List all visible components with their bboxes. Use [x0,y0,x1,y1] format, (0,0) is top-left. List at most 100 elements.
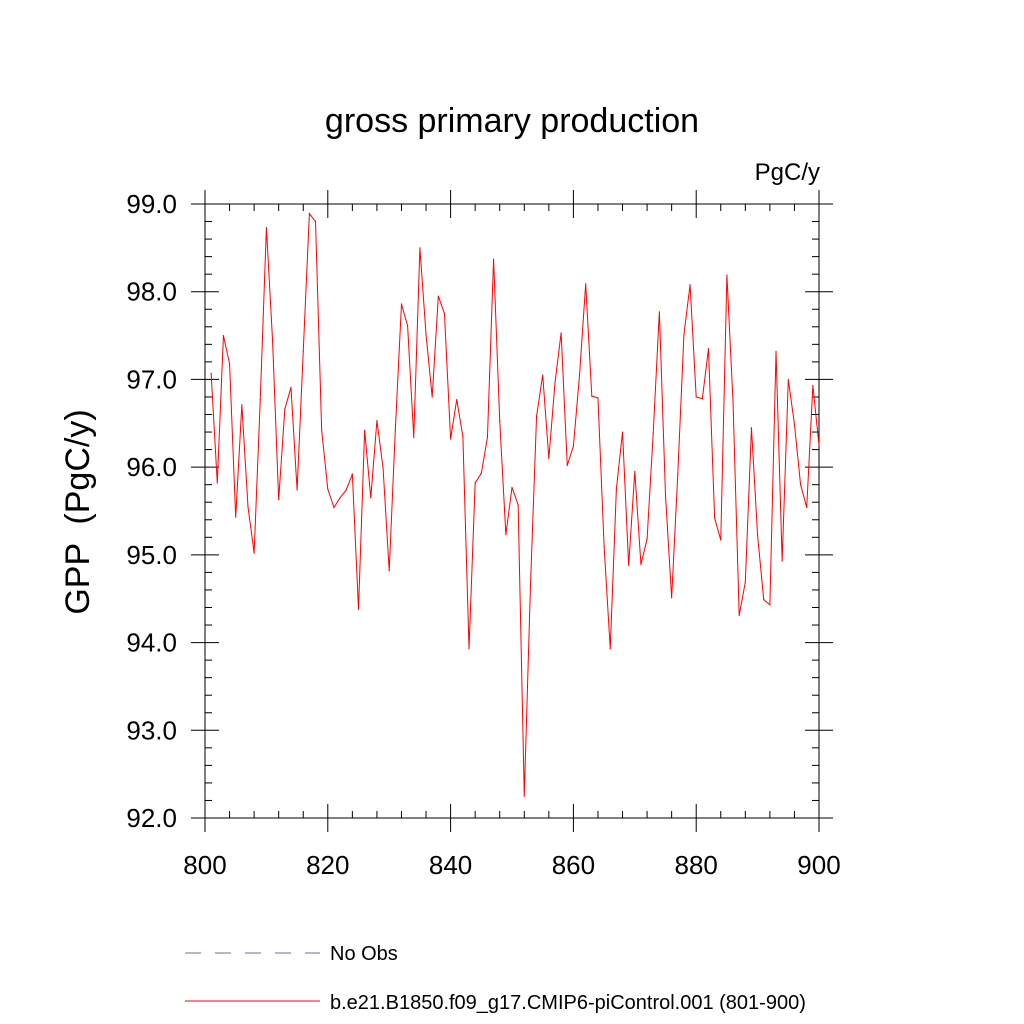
data-point [591,395,593,397]
data-point [781,560,783,562]
data-point [296,489,298,491]
data-point [621,431,624,433]
data-point [523,795,525,797]
x-tick-label: 800 [183,850,226,880]
y-tick-label: 94.0 [126,628,177,658]
data-point [321,429,323,431]
data-point [265,227,267,229]
data-point [370,497,372,499]
legend: No Obs b.e21.B1850.f09_g17.CMIP6-piContr… [185,943,806,1014]
data-point [394,428,396,431]
data-point [333,506,335,509]
data-point [437,295,439,297]
data-point [400,303,403,305]
data-point [419,247,421,249]
data-point [732,401,734,403]
data-point [799,484,802,486]
data-point [554,382,556,384]
data-point [646,538,648,540]
data-point [542,374,544,376]
data-point [290,386,292,388]
data-point [578,374,581,376]
x-tick-label: 900 [797,850,840,880]
data-point [738,614,740,616]
data-point [425,334,427,336]
data-point [247,506,249,508]
data-point [284,408,286,410]
y-axis-label: GPP (PgC/y) [59,409,97,614]
data-point [529,586,532,588]
data-point [431,396,433,398]
data-point [216,482,218,484]
x-tick-label: 820 [306,850,349,880]
data-point [726,274,728,276]
data-point [210,372,212,374]
data-point [235,516,237,518]
chart-title: gross primary production [325,102,699,140]
data-point [652,432,654,434]
x-tick-label: 840 [429,850,472,880]
data-point [345,489,347,491]
data-point [468,648,470,650]
data-point [603,545,605,547]
data-point [327,488,329,490]
data-point [787,378,789,381]
units-label: PgC/y [755,159,820,186]
y-tick-label: 95.0 [126,540,177,570]
data-point [388,570,390,572]
data-point [499,420,501,422]
data-point [364,429,366,431]
data-point [241,404,243,406]
y-tick-label: 93.0 [126,715,177,745]
data-point [763,598,765,601]
data-point [308,213,310,215]
data-point [278,498,280,501]
data-point [474,482,476,484]
data-point [271,339,274,341]
data-point [228,363,231,365]
y-axis: 92.0 93.0 94.0 95.0 96.0 97.0 98.0 99.0 [126,189,833,833]
data-point [818,444,820,446]
data-point [585,283,587,285]
data-point [597,397,599,399]
data-point [695,396,697,398]
x-axis: 800 820 840 860 880 900 [183,190,841,880]
data-point [658,311,660,313]
data-point [462,435,464,438]
data-point [480,472,482,474]
data-point [634,470,636,473]
data-point [511,486,513,488]
data-point [357,608,360,610]
legend-label-no-obs: No Obs [330,943,398,965]
data-point [615,488,617,490]
data-points [210,213,820,797]
legend-label-model: b.e21.B1850.f09_g17.CMIP6-piControl.001 … [330,992,806,1014]
data-point [443,313,446,315]
data-point [413,436,415,438]
data-point [707,348,710,350]
y-tick-label: 92.0 [126,803,177,833]
data-point [664,494,667,496]
x-tick-label: 880 [675,850,718,880]
data-point [757,534,759,537]
data-point [812,384,814,387]
data-point [628,564,630,566]
data-point [566,464,568,466]
data-point [351,473,353,475]
data-point [302,350,304,352]
data-point [609,648,611,650]
y-tick-label: 98.0 [126,277,177,307]
data-point [376,420,378,422]
plot-frame [204,203,820,819]
data-point [253,552,255,554]
data-point [456,399,458,401]
data-point [714,517,716,519]
x-tick-label: 860 [552,850,595,880]
data-point [548,457,550,459]
data-point [689,284,691,286]
data-point [486,436,489,438]
data-point [750,427,753,429]
series-line [210,212,820,797]
data-point [535,415,538,417]
